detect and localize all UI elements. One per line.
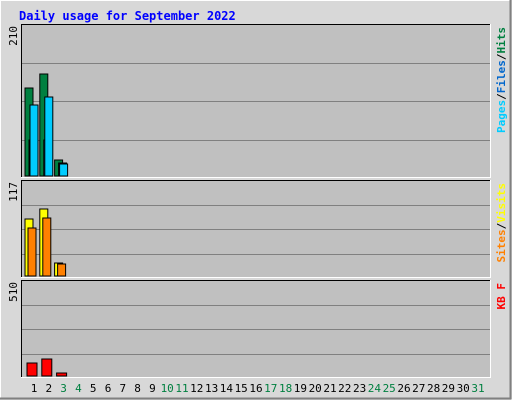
- legend-hits: Hits: [495, 27, 508, 54]
- x-tick-label: 7: [119, 382, 126, 395]
- x-tick-label: 21: [323, 382, 336, 395]
- x-tick-label: 26: [397, 382, 410, 395]
- x-tick-label: 27: [412, 382, 425, 395]
- x-tick-label: 6: [105, 382, 112, 395]
- x-tick-label: 23: [353, 382, 366, 395]
- bar-sites-3: [57, 263, 67, 277]
- bar-sites-1: [27, 227, 37, 277]
- x-tick-label: 13: [205, 382, 218, 395]
- panel-kbytes: 510 KB F: [7, 280, 508, 378]
- x-tick-label: 14: [220, 382, 234, 395]
- legend-pages: Pages: [495, 100, 508, 133]
- bar-pages-1: [29, 104, 39, 177]
- legend-sites: Sites: [495, 229, 508, 262]
- x-tick-label: 3: [60, 382, 67, 395]
- x-tick-label: 24: [368, 382, 382, 395]
- y-max-label: 510: [7, 282, 20, 302]
- x-tick-label: 31: [471, 382, 484, 395]
- legend-files: Files: [495, 60, 508, 93]
- legend-: /: [495, 53, 508, 60]
- bar-kb-f-2: [41, 358, 53, 377]
- x-tick-label: 10: [161, 382, 174, 395]
- bar-kb-f-1: [26, 362, 38, 377]
- bar-sites-2: [42, 217, 52, 277]
- legend-: /: [495, 93, 508, 100]
- bar-kb-f-3: [56, 372, 68, 377]
- x-tick-label: 22: [338, 382, 351, 395]
- x-tick-label: 5: [90, 382, 97, 395]
- x-axis-labels: 1 2 3 4 5 6 7 8 9 10 11 12 13 14 15 16 17 18 19 20 21 22 23 24 2…: [31, 382, 485, 395]
- x-tick-label: 25: [383, 382, 396, 395]
- bar-pages-2: [44, 96, 54, 177]
- legend-kb-f: KB F: [495, 283, 508, 310]
- series-legend: Pages/Files/Hits: [495, 27, 508, 133]
- x-tick-label: 20: [309, 382, 322, 395]
- panel-visits-sites: 117 Sites/Visits: [7, 180, 508, 278]
- x-tick-label: 12: [190, 382, 203, 395]
- x-tick-label: 11: [175, 382, 188, 395]
- y-max-label: 117: [7, 182, 20, 202]
- x-tick-label: 28: [427, 382, 440, 395]
- x-tick-label: 19: [294, 382, 307, 395]
- x-tick-label: 9: [149, 382, 156, 395]
- x-tick-label: 17: [264, 382, 277, 395]
- x-tick-label: 29: [442, 382, 455, 395]
- bar-pages-3: [59, 163, 69, 177]
- legend-visits: Visits: [495, 183, 508, 223]
- x-tick-label: 1: [31, 382, 38, 395]
- legend-: /: [495, 222, 508, 229]
- series-legend: KB F: [495, 283, 508, 310]
- y-max-label: 210: [7, 26, 20, 46]
- x-tick-label: 2: [45, 382, 52, 395]
- x-tick-label: 16: [249, 382, 262, 395]
- x-tick-label: 30: [457, 382, 470, 395]
- series-legend: Sites/Visits: [495, 183, 508, 263]
- x-tick-label: 15: [235, 382, 248, 395]
- x-tick-label: 8: [134, 382, 141, 395]
- chart-title: Daily usage for September 2022: [19, 9, 236, 23]
- x-tick-label: 18: [279, 382, 292, 395]
- x-tick-label: 4: [75, 382, 82, 395]
